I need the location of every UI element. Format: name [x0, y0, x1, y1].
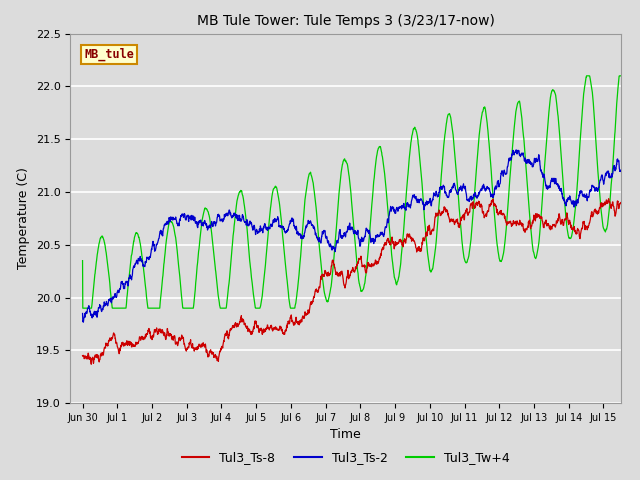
Y-axis label: Temperature (C): Temperature (C) [17, 168, 30, 269]
Text: MB_tule: MB_tule [84, 48, 134, 61]
Title: MB Tule Tower: Tule Temps 3 (3/23/17-now): MB Tule Tower: Tule Temps 3 (3/23/17-now… [196, 14, 495, 28]
X-axis label: Time: Time [330, 429, 361, 442]
Legend: Tul3_Ts-8, Tul3_Ts-2, Tul3_Tw+4: Tul3_Ts-8, Tul3_Ts-2, Tul3_Tw+4 [177, 446, 515, 469]
